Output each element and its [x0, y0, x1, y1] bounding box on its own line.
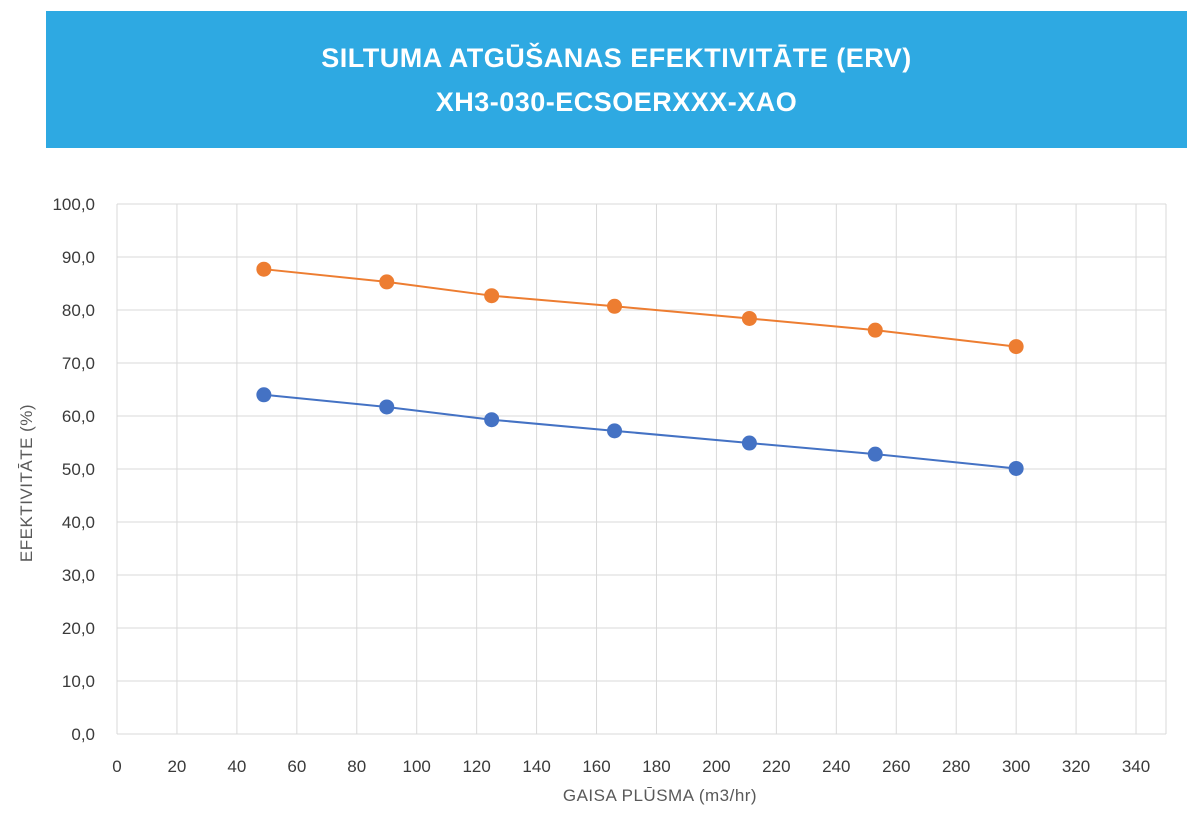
x-tick-label: 300: [1002, 757, 1030, 776]
x-tick-label: 320: [1062, 757, 1090, 776]
data-point-blue: [379, 399, 395, 415]
chart-title: SILTUMA ATGŪŠANAS EFEKTIVITĀTE (ERV): [321, 42, 912, 73]
y-tick-label: 10,0: [62, 672, 95, 691]
y-axis-title: EFEKTIVITĀTE (%): [17, 404, 36, 562]
data-point-blue: [1008, 460, 1024, 476]
y-tick-label: 60,0: [62, 407, 95, 426]
x-tick-label: 160: [582, 757, 610, 776]
x-tick-label: 60: [287, 757, 306, 776]
data-point-orange: [484, 288, 500, 304]
data-point-orange: [256, 261, 272, 277]
x-tick-label: 0: [112, 757, 121, 776]
series-line-orange: [263, 268, 1017, 348]
x-tick-label: 200: [702, 757, 730, 776]
data-point-blue: [867, 446, 883, 462]
grid: [116, 203, 1167, 735]
x-tick-label: 260: [882, 757, 910, 776]
y-tick-label: 30,0: [62, 566, 95, 585]
y-tick-label: 50,0: [62, 460, 95, 479]
data-point-orange: [379, 274, 395, 290]
chart-subtitle: XH3-030-ECSOERXXX-XAO: [435, 86, 798, 117]
y-tick-label: 0,0: [71, 725, 95, 744]
y-tick-label: 70,0: [62, 354, 95, 373]
y-axis-ticks: 0,0 10,0 20,0 30,0 40,0 50,0 60,0 70,0 80,0 90,0 1…: [52, 195, 95, 744]
y-tick-label: 90,0: [62, 248, 95, 267]
y-tick-label: 40,0: [62, 513, 95, 532]
x-tick-label: 180: [642, 757, 670, 776]
y-tick-label: 100,0: [52, 195, 95, 214]
x-tick-label: 20: [167, 757, 186, 776]
data-point-orange: [741, 310, 757, 326]
x-tick-label: 220: [762, 757, 790, 776]
x-tick-label: 100: [403, 757, 431, 776]
chart-title-banner: SILTUMA ATGŪŠANAS EFEKTIVITĀTE (ERV) XH3…: [46, 11, 1187, 148]
data-point-orange: [867, 322, 883, 338]
x-tick-label: 80: [347, 757, 366, 776]
x-tick-label: 140: [522, 757, 550, 776]
y-tick-label: 80,0: [62, 301, 95, 320]
x-axis-title: GAISA PLŪSMA (m3/hr): [563, 786, 757, 805]
series-line-blue: [263, 393, 1017, 470]
data-point-orange: [607, 298, 623, 314]
x-axis-ticks: 0 20 40 60 80 100 120 140 160 180 200 220 240 260 280 3…: [112, 757, 1150, 776]
data-point-blue: [607, 423, 623, 439]
data-point-orange: [1008, 339, 1024, 355]
data-series: [256, 261, 1024, 476]
x-tick-label: 240: [822, 757, 850, 776]
data-point-blue: [484, 412, 500, 428]
data-point-blue: [256, 387, 272, 403]
x-tick-label: 120: [462, 757, 490, 776]
data-point-blue: [741, 435, 757, 451]
y-tick-label: 20,0: [62, 619, 95, 638]
x-tick-label: 280: [942, 757, 970, 776]
x-tick-label: 340: [1122, 757, 1150, 776]
x-tick-label: 40: [227, 757, 246, 776]
